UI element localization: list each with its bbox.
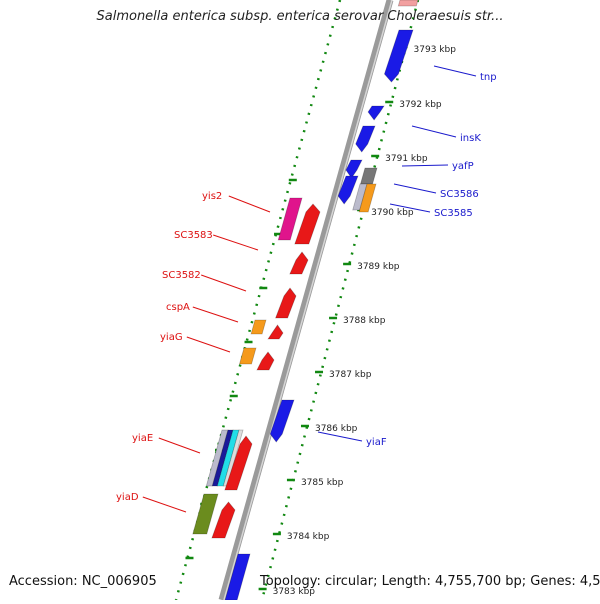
gene-label-SC3586[interactable]: SC3586 bbox=[440, 189, 479, 200]
scale-label: 3783 kbp bbox=[273, 587, 316, 597]
gene-yiaD-arrow[interactable] bbox=[211, 501, 236, 539]
genome-backbone bbox=[218, 0, 394, 601]
scale-label: 3790 kbp bbox=[371, 208, 414, 218]
scale-label: 3789 kbp bbox=[357, 262, 400, 272]
gene-label-SC3583[interactable]: SC3583 bbox=[174, 230, 213, 241]
gene-label-yiaG[interactable]: yiaG bbox=[160, 332, 183, 343]
gene-yiaD[interactable] bbox=[192, 493, 219, 535]
gene-block[interactable] bbox=[352, 183, 368, 211]
gene-cspA-arrow[interactable] bbox=[267, 324, 284, 340]
gene-label-yafP[interactable]: yafP bbox=[452, 161, 474, 172]
gene-SC3586[interactable] bbox=[337, 175, 359, 205]
gene-label-tnp[interactable]: tnp bbox=[480, 72, 497, 83]
scale-label: 3788 kbp bbox=[343, 316, 386, 326]
gene-yiaE-arrow[interactable] bbox=[224, 435, 253, 491]
scale-label: 3792 kbp bbox=[399, 100, 442, 110]
gene-label-leader bbox=[142, 496, 187, 513]
gene-label-leader bbox=[433, 65, 477, 77]
gene-label-leader bbox=[192, 306, 239, 323]
gene-SC3582[interactable] bbox=[275, 287, 297, 319]
gene-yafP[interactable] bbox=[345, 159, 363, 179]
gene-label-insK[interactable]: insK bbox=[460, 133, 481, 144]
scale-label: 3791 kbp bbox=[385, 154, 428, 164]
scale-label: 3793 kbp bbox=[414, 45, 457, 55]
genome-backbone-highlight bbox=[223, 0, 393, 601]
scale-label: 3785 kbp bbox=[301, 478, 344, 488]
gene-label-cspA[interactable]: cspA bbox=[166, 302, 190, 313]
gene-yiaF[interactable] bbox=[269, 399, 295, 443]
gene-label-leader bbox=[228, 195, 271, 213]
gene-label-leader bbox=[158, 437, 201, 454]
gene-label-SC3582[interactable]: SC3582 bbox=[162, 270, 201, 281]
gene-label-yiaF[interactable]: yiaF bbox=[366, 437, 387, 448]
gene-yis2-arrow[interactable] bbox=[294, 203, 321, 245]
gene-block[interactable] bbox=[397, 0, 419, 7]
gene-yiaG-arrow[interactable] bbox=[256, 351, 275, 371]
gene-label-leader bbox=[317, 431, 363, 442]
gene-block[interactable] bbox=[359, 167, 378, 185]
scale-label: 3787 kbp bbox=[329, 370, 372, 380]
genome-title: Salmonella enterica subsp. enterica sero… bbox=[96, 9, 504, 24]
gene-label-leader bbox=[411, 125, 457, 138]
gene-SC3583[interactable] bbox=[289, 251, 309, 275]
gene-label-leader bbox=[393, 183, 437, 194]
gene-label-leader bbox=[389, 203, 431, 213]
gene-tnp[interactable] bbox=[383, 29, 414, 83]
gene-cspA[interactable] bbox=[250, 319, 267, 335]
gene-SC3585[interactable] bbox=[358, 183, 377, 213]
gene-label-leader bbox=[213, 234, 259, 251]
gene-label-yiaE[interactable]: yiaE bbox=[132, 433, 153, 444]
gene-label-yiaD[interactable]: yiaD bbox=[116, 492, 139, 503]
scale-label: 3784 kbp bbox=[287, 532, 330, 542]
gene-label-leader bbox=[186, 336, 231, 353]
accession-text: Accession: NC_006905 bbox=[9, 574, 157, 589]
gene-insK[interactable] bbox=[367, 105, 385, 121]
topology-text: Topology: circular; Length: 4,755,700 bp… bbox=[260, 574, 600, 589]
gene-yis2[interactable] bbox=[277, 197, 303, 241]
scale-label: 3786 kbp bbox=[315, 424, 358, 434]
gene-label-leader bbox=[401, 164, 449, 167]
gene-insK-2[interactable] bbox=[355, 125, 376, 153]
gene-yiaG[interactable] bbox=[238, 347, 257, 365]
gene-label-SC3585[interactable]: SC3585 bbox=[434, 208, 473, 219]
gene-label-yis2[interactable]: yis2 bbox=[202, 191, 222, 202]
gene-label-leader bbox=[201, 274, 247, 292]
